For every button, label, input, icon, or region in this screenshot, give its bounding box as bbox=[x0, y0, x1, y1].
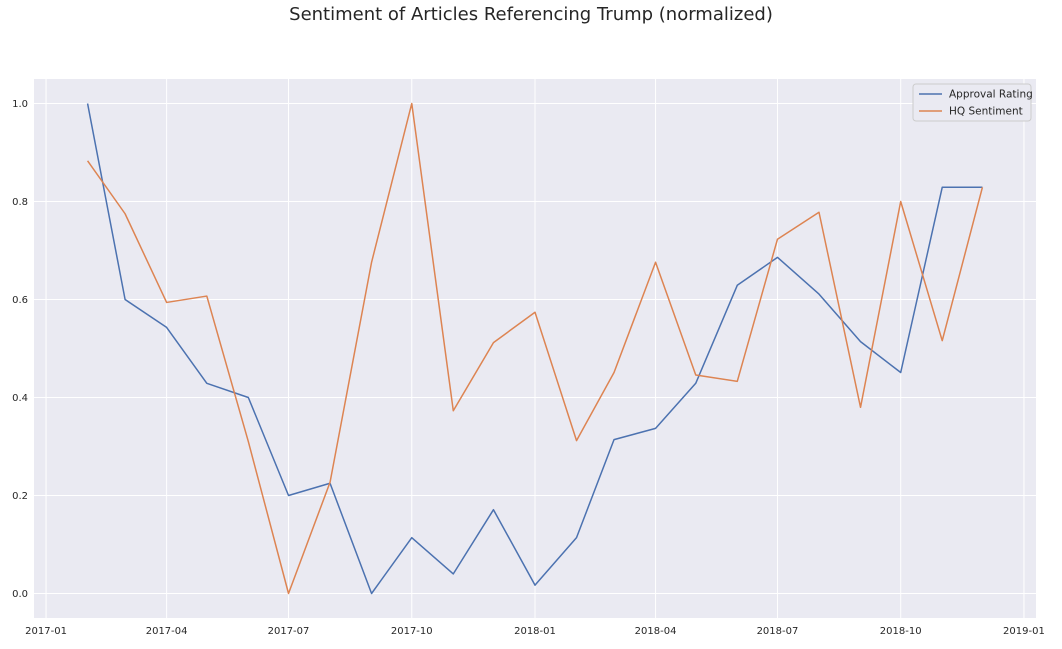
x-tick-label: 2018-01 bbox=[514, 626, 556, 637]
x-tick-label: 2018-07 bbox=[757, 626, 799, 637]
series-layer bbox=[86, 102, 984, 595]
x-tick-label: 2018-04 bbox=[635, 626, 677, 637]
x-tick-label: 2019-01 bbox=[1003, 626, 1045, 637]
grid bbox=[34, 79, 1036, 618]
y-tick-label: 0.0 bbox=[12, 589, 28, 600]
tick-labels: 0.0 0.2 0.4 0.6 0.8 1.0 2017-01 2017-04 2017-07 2… bbox=[12, 99, 1045, 637]
x-tick-label: 2017-04 bbox=[146, 626, 188, 637]
x-tick-label: 2017-01 bbox=[25, 626, 67, 637]
y-tick-label: 0.4 bbox=[12, 393, 28, 404]
y-tick-label: 0.8 bbox=[12, 197, 28, 208]
legend-box bbox=[912, 83, 1032, 122]
x-tick-label: 2017-10 bbox=[391, 626, 433, 637]
legend-label-hq: HQ Sentiment bbox=[949, 106, 1023, 118]
y-tick-label: 0.6 bbox=[12, 295, 28, 306]
y-tick-label: 1.0 bbox=[12, 99, 28, 110]
x-tick-label: 2018-10 bbox=[880, 626, 922, 637]
legend-label-approval: Approval Rating bbox=[949, 89, 1033, 101]
series-line-hq-sentiment bbox=[86, 102, 984, 595]
chart-title: Sentiment of Articles Referencing Trump … bbox=[289, 4, 773, 25]
legend: Approval Rating HQ Sentiment bbox=[912, 83, 1033, 122]
x-tick-label: 2017-07 bbox=[268, 626, 310, 637]
y-tick-label: 0.2 bbox=[12, 491, 28, 502]
